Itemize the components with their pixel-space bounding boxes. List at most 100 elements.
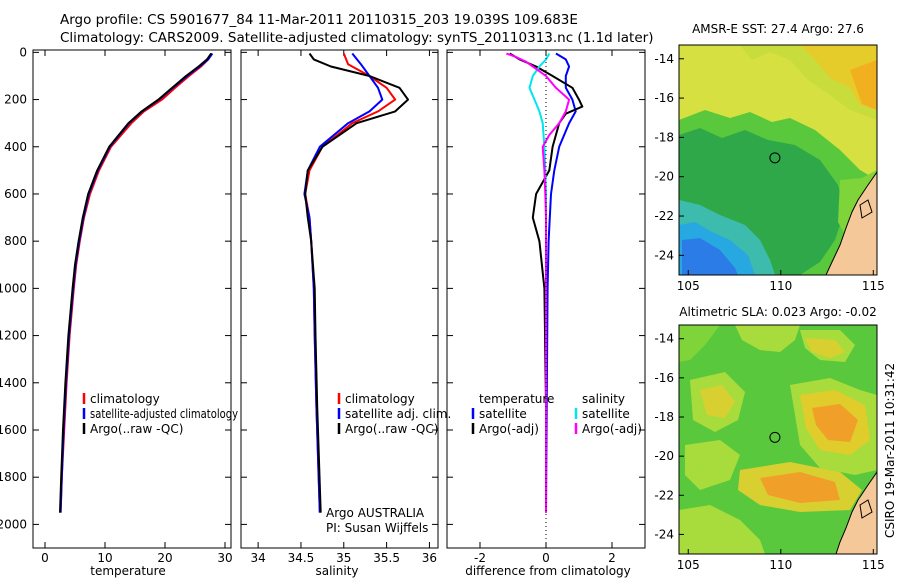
map-lon-tick-label: 115 <box>862 279 885 293</box>
diff-legend-temperature-title: temperature <box>479 392 554 406</box>
difference-axis-label: difference from climatology <box>465 564 631 578</box>
legend-label-satellite: satellite-adjusted climatology <box>90 407 238 421</box>
sla-land-mass <box>835 471 877 554</box>
sst-map-title: AMSR-E SST: 27.4 Argo: 27.6 <box>692 22 864 36</box>
x-tick-label: 34.5 <box>288 551 315 565</box>
map-lat-tick-label: -14 <box>654 332 674 346</box>
credit-line-1: Argo AUSTRALIA <box>326 506 425 520</box>
sla-float-marker <box>769 431 781 443</box>
profile-series <box>59 52 584 513</box>
header-line-1: Argo profile: CS 5901677_84 11-Mar-2011 … <box>60 12 578 28</box>
sst-map <box>679 45 877 275</box>
map-lat-tick-label: -16 <box>654 91 674 105</box>
legend-label-argo: Argo(..raw -QC) <box>90 422 183 436</box>
credit-line-2: PI: Susan Wijffels <box>326 521 428 535</box>
sst-northeast-orange-patch <box>850 60 877 110</box>
sla-east-orange-eddy <box>812 404 858 442</box>
depth-tick-label: 1400 <box>0 376 27 390</box>
series-line-argo-raw-qc <box>59 52 213 513</box>
sst-float-marker <box>769 152 781 164</box>
sla-northwest-light-patch <box>679 325 720 362</box>
depth-tick-label: 800 <box>4 234 27 248</box>
legend-label-sal-argo: Argo(-adj) <box>582 422 642 436</box>
depth-tick-label: 1000 <box>0 281 27 295</box>
temperature-legend: climatology satellite-adjusted climatolo… <box>82 392 238 436</box>
header-line-2: Climatology: CARS2009. Satellite-adjuste… <box>60 30 653 46</box>
x-tick-label: 0 <box>542 551 550 565</box>
legend-label-argo: Argo(..raw -QC) <box>345 422 438 436</box>
legend-label-temp-argo: Argo(-adj) <box>479 422 539 436</box>
sst-island <box>859 199 873 219</box>
series-line-argo-raw-qc <box>304 52 409 513</box>
map-lon-tick-label: 110 <box>769 558 792 572</box>
map-lon-tick-label: 105 <box>677 279 700 293</box>
x-tick-label: 20 <box>157 551 172 565</box>
series-line-satellite-adjusted-climatology <box>59 52 214 513</box>
x-tick-label: 10 <box>97 551 112 565</box>
sla-south-edge-patch <box>679 505 765 554</box>
difference-legend: temperature satellite Argo(-adj) salinit… <box>471 392 642 436</box>
depth-tick-label: 0 <box>19 45 27 59</box>
sla-map-title: Altimetric SLA: 0.023 Argo: -0.02 <box>679 305 876 319</box>
sst-land-mass <box>825 171 877 275</box>
series-line-temperature-satellite <box>545 52 577 513</box>
x-tick-label: -2 <box>474 551 486 565</box>
map-lat-tick-label: -24 <box>654 527 674 541</box>
series-line-salinity-argo-adj <box>506 52 571 513</box>
depth-tick-label: 1800 <box>0 470 27 484</box>
legend-label-satellite: satellite adj. clim. <box>345 407 451 421</box>
sst-map-frame <box>678 44 878 276</box>
x-tick-label: 0 <box>41 551 49 565</box>
sla-map <box>679 325 877 554</box>
depth-tick-label: 600 <box>4 187 27 201</box>
map-lat-tick-label: -22 <box>654 209 674 223</box>
salinity-axis-label: salinity <box>315 564 358 578</box>
temperature-axis-label: temperature <box>90 564 165 578</box>
x-tick-label: 35.5 <box>373 551 400 565</box>
x-tick-label: 34 <box>250 551 265 565</box>
legend-label-temp-satellite: satellite <box>479 407 527 421</box>
depth-tick-label: 200 <box>4 93 27 107</box>
sla-north-yellowgreen-patch <box>735 325 800 352</box>
sla-south-orange <box>760 472 840 503</box>
salinity-legend: climatology satellite adj. clim. Argo(..… <box>326 392 451 535</box>
temperature-panel-frame <box>32 49 232 549</box>
map-lon-tick-label: 105 <box>677 558 700 572</box>
csiro-timestamp: CSIRO 19-Mar-2011 10:31:42 <box>883 363 897 538</box>
x-tick-label: 36 <box>422 551 437 565</box>
series-line-climatology <box>59 52 213 513</box>
x-tick-label: 35 <box>336 551 351 565</box>
map-lat-tick-label: -14 <box>654 52 674 66</box>
sla-west-yellow <box>700 385 735 418</box>
map-lat-tick-label: -24 <box>654 248 674 262</box>
sla-island <box>859 499 873 519</box>
map-axis-ticks: 105 110 115 -14 -16 -18 -20 -22 -24 105 110 115 -14 -… <box>654 52 884 572</box>
axis-ticks: 0 10 20 30 34 34.5 35 35.5 36 -2 0 2020040060080010… <box>0 45 645 565</box>
x-tick-label: 2 <box>608 551 616 565</box>
map-lat-tick-label: -18 <box>654 130 674 144</box>
diff-legend-salinity-title: salinity <box>582 392 625 406</box>
legend-label-sal-satellite: satellite <box>582 407 630 421</box>
map-lon-tick-label: 110 <box>769 279 792 293</box>
x-tick-label: 30 <box>217 551 232 565</box>
legend-label-climatology: climatology <box>345 392 415 406</box>
sst-northeast-warm-patch <box>800 45 877 110</box>
sla-southwest-patch <box>685 440 740 490</box>
depth-tick-label: 400 <box>4 140 27 154</box>
salinity-panel-frame <box>240 49 439 549</box>
series-line-satellite-adj-clim <box>303 52 384 513</box>
sla-northeast-yellow <box>805 338 845 358</box>
sla-map-frame <box>678 324 878 555</box>
depth-tick-label: 2000 <box>0 517 27 531</box>
map-lat-tick-label: -20 <box>654 449 674 463</box>
map-lat-tick-label: -20 <box>654 170 674 184</box>
legend-label-climatology: climatology <box>90 392 160 406</box>
map-lat-tick-label: -18 <box>654 410 674 424</box>
sst-coldest-blue-zone <box>682 238 738 275</box>
depth-tick-label: 1200 <box>0 329 27 343</box>
map-lat-tick-label: -22 <box>654 488 674 502</box>
map-lat-tick-label: -16 <box>654 371 674 385</box>
depth-tick-label: 1600 <box>0 423 27 437</box>
map-lon-tick-label: 115 <box>862 558 885 572</box>
